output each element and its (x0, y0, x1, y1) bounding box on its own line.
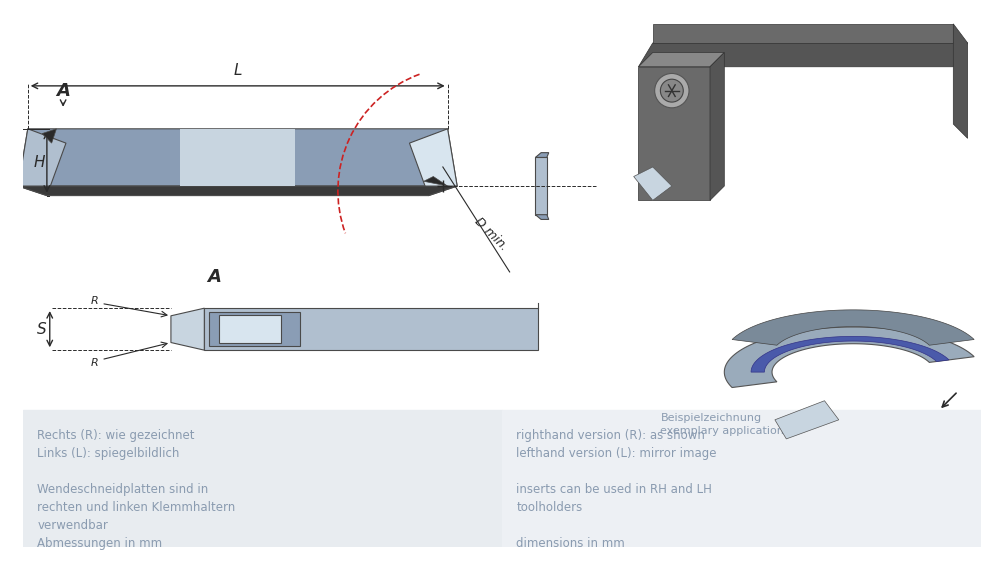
Polygon shape (750, 336, 948, 372)
Polygon shape (409, 129, 456, 195)
Polygon shape (731, 310, 973, 345)
Polygon shape (638, 67, 709, 201)
Polygon shape (953, 24, 967, 138)
Polygon shape (709, 53, 723, 201)
Polygon shape (18, 129, 456, 186)
Circle shape (660, 79, 683, 102)
Polygon shape (535, 152, 549, 158)
Polygon shape (171, 308, 205, 350)
Polygon shape (18, 186, 456, 195)
Polygon shape (423, 176, 447, 186)
Text: righthand version (R): as shown
lefthand version (L): mirror image

inserts can : righthand version (R): as shown lefthand… (516, 429, 716, 550)
Polygon shape (652, 24, 953, 43)
Text: L: L (234, 63, 242, 79)
Circle shape (654, 73, 688, 108)
Text: R: R (90, 296, 98, 305)
Polygon shape (209, 312, 300, 346)
Polygon shape (535, 158, 547, 215)
Bar (502, 410, 980, 547)
Polygon shape (535, 215, 549, 219)
Polygon shape (638, 53, 723, 67)
Polygon shape (774, 401, 838, 439)
Text: Beispielzeichnung
exemplary application: Beispielzeichnung exemplary application (660, 413, 783, 436)
Polygon shape (219, 315, 281, 343)
Bar (23, 410, 502, 547)
Polygon shape (205, 308, 538, 350)
Polygon shape (723, 327, 973, 387)
Polygon shape (638, 43, 967, 67)
Polygon shape (181, 129, 295, 186)
Polygon shape (42, 129, 56, 143)
Text: S: S (37, 321, 47, 337)
Polygon shape (18, 129, 66, 195)
Text: H: H (33, 155, 45, 170)
Polygon shape (633, 167, 671, 201)
Text: D min.: D min. (471, 215, 510, 253)
Text: Rechts (R): wie gezeichnet
Links (L): spiegelbildlich

Wendeschneidplatten sind : Rechts (R): wie gezeichnet Links (L): sp… (37, 429, 236, 550)
Text: A: A (56, 81, 70, 100)
Text: A: A (207, 268, 221, 286)
Text: R: R (90, 358, 98, 367)
